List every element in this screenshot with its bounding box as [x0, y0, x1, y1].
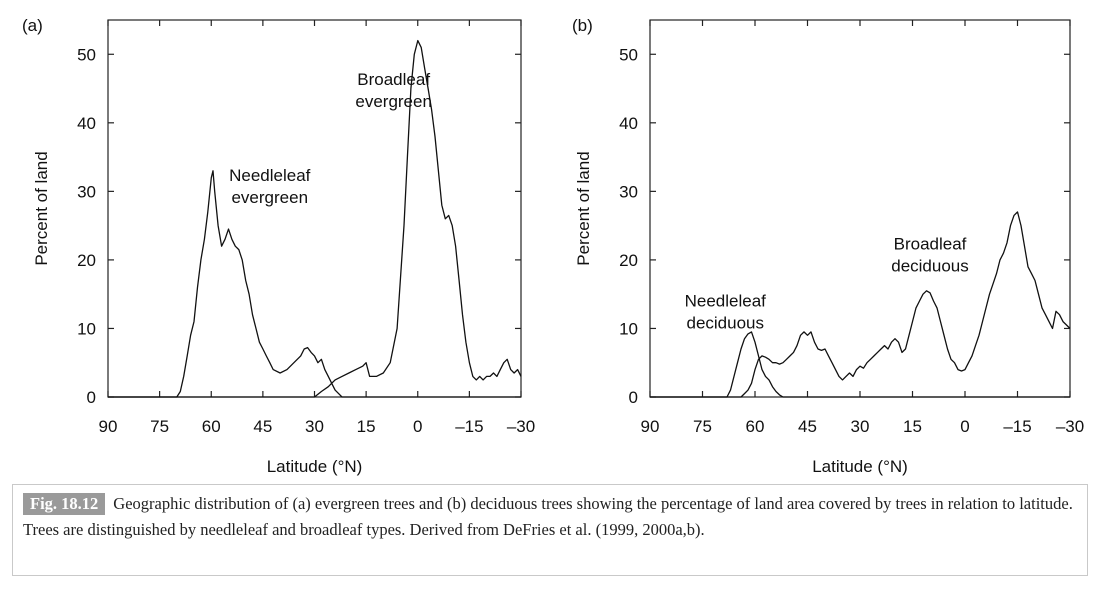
y-tick-label: 10: [619, 319, 638, 338]
y-tick-label: 30: [77, 182, 96, 201]
x-tick-label: 60: [746, 417, 765, 436]
x-tick-label: 75: [693, 417, 712, 436]
figure-chart: (a) 0 10 20 30 40 50 90 75 60 45 30 15 0 –15 –30 Latitud…: [22, 16, 1084, 476]
x-tick-label: –15: [455, 417, 483, 436]
series-annotation: Needleleaf evergreen: [229, 166, 311, 207]
chart-panel-b: (b) 0 10 20 30 40 50 90 75 60 45 30 15 0 –15 –30 Latitud…: [572, 16, 1084, 476]
x-tick-label: 15: [903, 417, 922, 436]
series-annotation: Needleleaf deciduous: [685, 292, 767, 333]
x-tick-label: 0: [413, 417, 422, 436]
series-line-broadleaf-deciduous: [650, 211, 1071, 398]
x-tick-label: 45: [798, 417, 817, 436]
x-axis-title: Latitude (°N): [812, 457, 908, 476]
figure-caption: Fig. 18.12 Geographic distribution of (a)…: [12, 484, 1088, 576]
x-tick-label: –15: [1003, 417, 1031, 436]
series-line-broadleaf-evergreen: [108, 39, 522, 398]
series-line-needleleaf-evergreen: [108, 170, 521, 398]
x-tick-label: 90: [99, 417, 118, 436]
y-tick-label: 50: [619, 45, 638, 64]
panel-label: (b): [572, 16, 593, 35]
plot-frame: [649, 19, 1071, 398]
figure-number-badge: Fig. 18.12: [23, 493, 106, 515]
y-tick-label: 0: [87, 388, 96, 407]
y-axis-title: Percent of land: [574, 151, 593, 265]
x-tick-label: 30: [305, 417, 324, 436]
x-tick-label: 90: [641, 417, 660, 436]
x-tick-label: 75: [150, 417, 169, 436]
plot-frame: [107, 19, 522, 398]
y-tick-label: 40: [619, 114, 638, 133]
y-tick-label: 50: [77, 45, 96, 64]
panel-label: (a): [22, 16, 43, 35]
series-line-needleleaf-deciduous: [650, 331, 1070, 398]
x-axis-title: Latitude (°N): [267, 457, 363, 476]
y-tick-label: 0: [629, 388, 638, 407]
x-tick-label: 15: [357, 417, 376, 436]
y-axis-title: Percent of land: [32, 151, 51, 265]
y-tick-label: 30: [619, 182, 638, 201]
caption-text: Geographic distribution of (a) evergreen…: [23, 494, 1073, 539]
x-tick-label: 45: [253, 417, 272, 436]
x-tick-label: 0: [960, 417, 969, 436]
y-tick-label: 10: [77, 319, 96, 338]
y-tick-label: 20: [619, 251, 638, 270]
chart-panel-a: (a) 0 10 20 30 40 50 90 75 60 45 30 15 0 –15 –30 Latitud…: [22, 16, 535, 476]
series-annotation: Broadleaf deciduous: [891, 235, 969, 276]
x-tick-label: 30: [851, 417, 870, 436]
x-tick-label: 60: [202, 417, 221, 436]
x-tick-label: –30: [507, 417, 535, 436]
x-tick-label: –30: [1056, 417, 1084, 436]
y-tick-label: 40: [77, 114, 96, 133]
y-tick-label: 20: [77, 251, 96, 270]
series-annotation: Broadleaf evergreen: [355, 70, 432, 111]
